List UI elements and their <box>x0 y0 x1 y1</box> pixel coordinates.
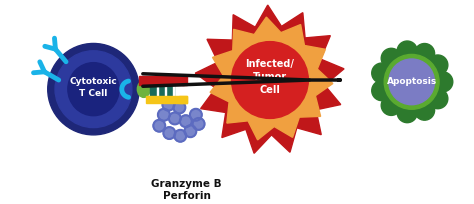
Circle shape <box>372 63 392 83</box>
Circle shape <box>384 54 439 109</box>
Circle shape <box>372 81 392 101</box>
Circle shape <box>428 89 448 109</box>
Bar <box>182 76 187 85</box>
Text: Infected/
Tumor
Cell: Infected/ Tumor Cell <box>246 59 294 95</box>
Ellipse shape <box>68 63 119 116</box>
Bar <box>166 82 174 96</box>
Circle shape <box>433 72 453 92</box>
Circle shape <box>164 127 175 139</box>
Ellipse shape <box>137 81 150 97</box>
Circle shape <box>397 41 417 61</box>
Bar <box>146 95 187 103</box>
Circle shape <box>428 55 448 75</box>
Text: Apoptosis: Apoptosis <box>386 77 437 86</box>
Circle shape <box>397 103 417 123</box>
Circle shape <box>414 100 435 120</box>
Circle shape <box>381 95 401 115</box>
Polygon shape <box>195 5 344 153</box>
Bar <box>139 76 184 85</box>
Circle shape <box>174 130 186 142</box>
Circle shape <box>48 43 139 135</box>
Circle shape <box>414 43 435 64</box>
Circle shape <box>180 115 192 127</box>
Bar <box>165 82 166 96</box>
Circle shape <box>154 120 165 132</box>
Circle shape <box>381 48 401 68</box>
Circle shape <box>184 125 196 137</box>
Bar <box>150 82 157 96</box>
Circle shape <box>190 109 202 121</box>
Circle shape <box>169 112 181 124</box>
Circle shape <box>163 99 174 111</box>
Circle shape <box>158 109 170 121</box>
Text: Granzyme B
Perforin: Granzyme B Perforin <box>151 179 222 201</box>
Circle shape <box>173 102 185 113</box>
Bar <box>157 82 158 96</box>
Polygon shape <box>210 17 333 140</box>
Bar <box>179 95 187 103</box>
Circle shape <box>192 118 205 130</box>
Circle shape <box>55 51 132 128</box>
Circle shape <box>231 42 308 119</box>
Circle shape <box>389 59 435 105</box>
Bar <box>173 82 174 96</box>
Bar <box>158 82 166 96</box>
Text: Cytotoxic
T Cell: Cytotoxic T Cell <box>70 77 118 98</box>
